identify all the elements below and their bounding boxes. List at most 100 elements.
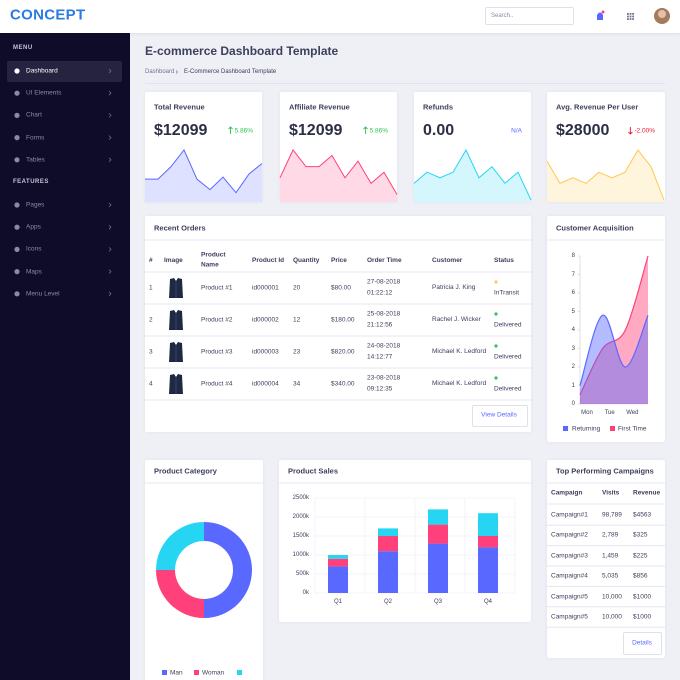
kpi-change: N/A xyxy=(511,127,522,135)
bar-segment xyxy=(478,513,498,536)
y-tick-label: 1 xyxy=(571,382,575,389)
kpi-value: 0.00 xyxy=(423,122,455,139)
table-cell: id000003 xyxy=(252,348,279,356)
status-dot xyxy=(494,376,498,380)
campaigns-card xyxy=(547,460,665,658)
legend-label: First Time xyxy=(618,425,647,433)
chevron xyxy=(108,90,112,96)
table-cell: 2,789 xyxy=(602,531,619,539)
sidebar-icon xyxy=(14,269,20,275)
kpi-card xyxy=(414,92,531,202)
status: Delivered xyxy=(494,353,522,361)
sparkline xyxy=(145,149,263,194)
sparkline xyxy=(546,149,665,201)
apps-icon xyxy=(627,15,629,18)
area xyxy=(580,315,648,404)
sidebar-item[interactable]: Pages xyxy=(26,201,45,209)
kpi-title: Total Revenue xyxy=(154,102,205,112)
table-cell: 14:12:77 xyxy=(367,353,393,361)
table-cell: 10,000 xyxy=(602,613,622,621)
table-header: Image xyxy=(164,256,183,264)
chevron xyxy=(108,202,112,208)
title-divider xyxy=(145,83,665,84)
table-cell: $856 xyxy=(633,572,648,580)
table-cell: 27-08-2018 xyxy=(367,278,401,286)
card-title: Top Performing Campaigns xyxy=(556,466,654,476)
kpi-value: $12099 xyxy=(154,122,208,139)
sidebar-item[interactable]: Icons xyxy=(26,245,42,253)
search-box[interactable] xyxy=(485,7,574,25)
apps-icon xyxy=(632,15,634,18)
view-details-button[interactable] xyxy=(472,405,528,427)
sidebar-icon xyxy=(14,202,20,208)
breadcrumb: Dashboard xyxy=(145,69,175,75)
table-header: Campaign xyxy=(551,489,583,497)
sidebar-item[interactable]: Apps xyxy=(26,223,41,231)
status: Delivered xyxy=(494,385,522,393)
button-label[interactable]: Details xyxy=(632,639,652,647)
table-cell: $1000 xyxy=(633,593,652,601)
y-tick-label: 7 xyxy=(571,271,575,278)
chevron xyxy=(108,113,112,118)
sidebar-item[interactable]: Chart xyxy=(26,111,42,119)
sidebar-item[interactable]: Forms xyxy=(26,134,45,142)
table-header: Revenue xyxy=(633,489,661,497)
bar-segment xyxy=(378,536,398,552)
table-cell: 1,459 xyxy=(602,552,619,560)
y-tick-label: 1000k xyxy=(292,552,309,558)
table-cell: Product #2 xyxy=(201,316,233,324)
apps-icon xyxy=(632,13,634,15)
table-cell: Product #4 xyxy=(201,380,233,388)
y-tick-label: 1500k xyxy=(292,533,309,539)
breadcrumb: E-Commerce Dashboard Template xyxy=(184,69,277,75)
table-cell: Campaign#4 xyxy=(551,572,588,580)
bar-segment xyxy=(328,555,348,559)
kpi-card xyxy=(547,92,665,202)
sidebar-item[interactable]: Maps xyxy=(26,268,42,276)
sidebar-item[interactable]: Menu Level xyxy=(26,290,60,298)
sidebar-item[interactable]: Dashboard xyxy=(26,67,58,75)
chevron xyxy=(108,68,112,74)
table-cell: 21:12:56 xyxy=(367,321,393,329)
table-cell: Campaign#5 xyxy=(551,593,588,601)
acquisition-card xyxy=(547,216,665,442)
legend-label: Man xyxy=(170,669,183,677)
sidebar-item[interactable]: UI Elements xyxy=(26,89,62,97)
trend-arrow xyxy=(228,126,233,134)
bar-segment xyxy=(378,551,398,593)
notify-dot xyxy=(601,10,605,14)
bell-icon xyxy=(597,12,603,20)
legend-label: Returning xyxy=(572,425,601,433)
table-cell: $340.00 xyxy=(331,380,355,388)
sidebar-icon xyxy=(14,291,20,297)
table-cell: 5,035 xyxy=(602,572,619,580)
sidebar-icon xyxy=(14,135,20,141)
chevron xyxy=(108,135,112,140)
table-cell: $1000 xyxy=(633,613,652,621)
active-item-bg xyxy=(7,61,122,82)
details-button[interactable] xyxy=(623,632,662,655)
button-label[interactable]: View Details xyxy=(481,411,517,419)
apps-icon xyxy=(629,15,632,18)
legend-label: Woman xyxy=(202,669,225,677)
table-cell: id000002 xyxy=(252,316,279,324)
apps-icon xyxy=(627,13,629,15)
sidebar-icon xyxy=(14,157,20,163)
table-cell: id000004 xyxy=(252,380,279,388)
bar-segment xyxy=(428,524,448,544)
donut-slice xyxy=(204,522,252,618)
table-cell: 23-08-2018 xyxy=(367,374,401,382)
bar-segment xyxy=(328,558,348,567)
legend-swatch xyxy=(162,670,167,675)
sidebar-item[interactable]: Tables xyxy=(26,156,45,164)
table-cell: $325 xyxy=(633,531,648,539)
sidebar-section-title: FEATURES xyxy=(13,179,49,185)
x-tick-label: Q3 xyxy=(433,599,443,605)
x-tick-label: Q4 xyxy=(483,599,493,605)
kpi-title: Avg. Revenue Per User xyxy=(556,102,639,112)
table-cell: $225 xyxy=(633,552,648,560)
x-tick-label: Mon xyxy=(581,410,593,416)
table-cell: 10,000 xyxy=(602,593,622,601)
table-cell: Campaign#2 xyxy=(551,531,588,539)
